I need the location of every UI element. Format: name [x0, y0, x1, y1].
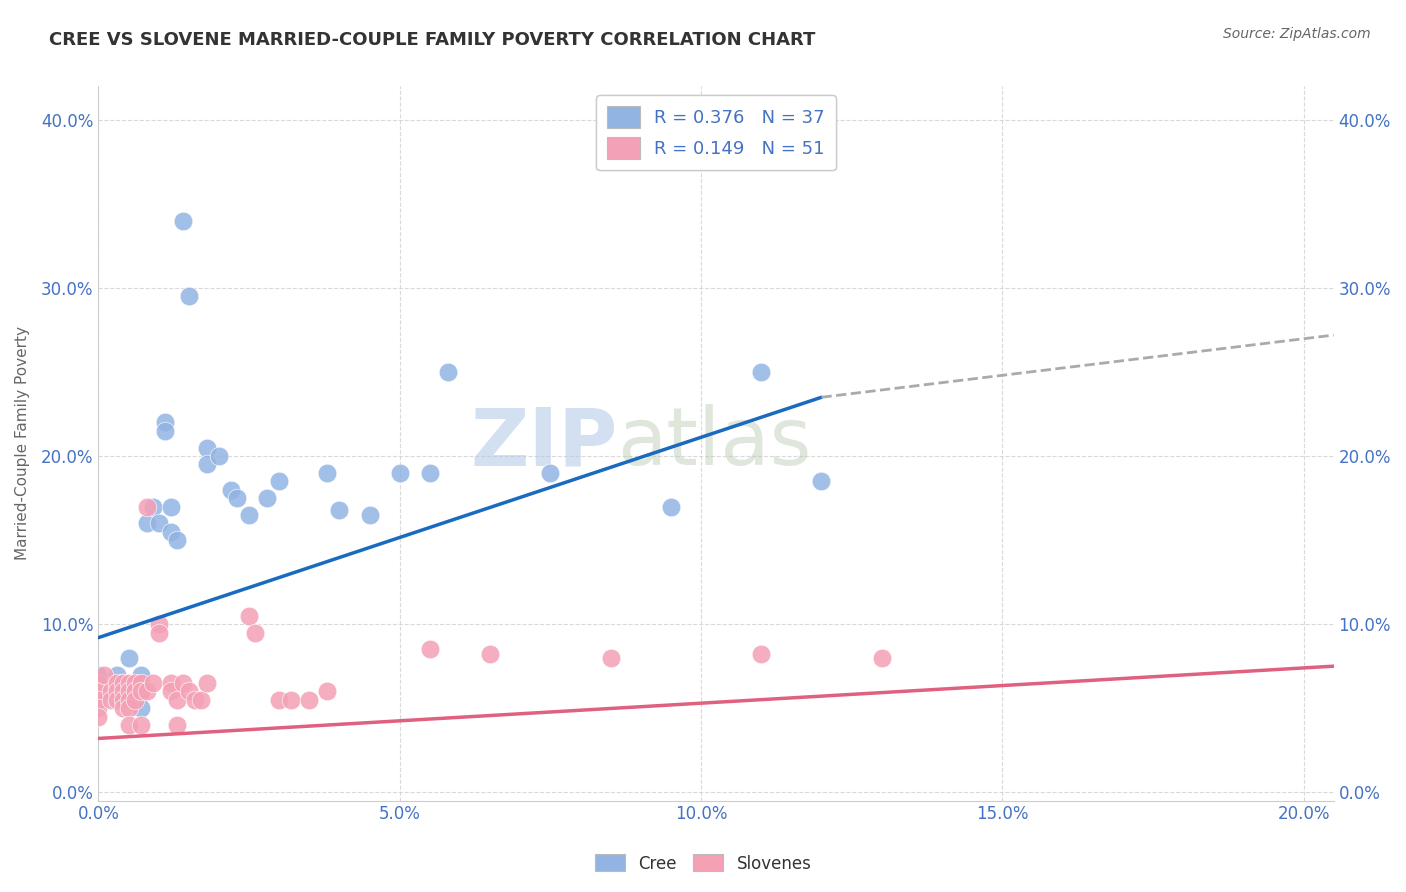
Point [195, 441, 218, 455]
Point [749, 365, 772, 379]
Point [129, 667, 152, 681]
Point [269, 693, 291, 707]
Point [117, 684, 139, 698]
Text: Source: ZipAtlas.com: Source: ZipAtlas.com [1223, 27, 1371, 41]
Point [190, 693, 212, 707]
Point [87, 684, 110, 698]
Point [172, 214, 194, 228]
Point [437, 365, 460, 379]
Point [159, 524, 181, 539]
Point [388, 466, 411, 480]
Point [124, 684, 146, 698]
Point [177, 684, 200, 698]
Point [129, 718, 152, 732]
Point [184, 693, 207, 707]
Legend: R = 0.376   N = 37, R = 0.149   N = 51: R = 0.376 N = 37, R = 0.149 N = 51 [596, 95, 835, 170]
Point [111, 701, 134, 715]
Point [419, 466, 441, 480]
Point [135, 516, 157, 531]
Point [269, 475, 291, 489]
Point [87, 709, 110, 723]
Point [256, 491, 278, 505]
Point [142, 500, 165, 514]
Point [810, 475, 832, 489]
Point [135, 500, 157, 514]
Point [124, 676, 146, 690]
Point [238, 508, 260, 522]
Point [111, 676, 134, 690]
Point [238, 608, 260, 623]
Point [117, 701, 139, 715]
Point [148, 516, 170, 531]
Point [298, 693, 321, 707]
Point [479, 648, 502, 662]
Point [159, 500, 181, 514]
Point [195, 676, 218, 690]
Point [105, 667, 128, 681]
Point [105, 693, 128, 707]
Point [243, 625, 266, 640]
Point [749, 648, 772, 662]
Point [419, 642, 441, 657]
Point [135, 684, 157, 698]
Point [328, 503, 350, 517]
Point [87, 693, 110, 707]
Point [316, 684, 339, 698]
Text: CREE VS SLOVENE MARRIED-COUPLE FAMILY POVERTY CORRELATION CHART: CREE VS SLOVENE MARRIED-COUPLE FAMILY PO… [49, 31, 815, 49]
Point [105, 676, 128, 690]
Point [111, 693, 134, 707]
Point [153, 416, 176, 430]
Point [359, 508, 381, 522]
Point [195, 458, 218, 472]
Y-axis label: Married-Couple Family Poverty: Married-Couple Family Poverty [15, 326, 30, 560]
Point [280, 693, 302, 707]
Point [159, 684, 181, 698]
Point [129, 684, 152, 698]
Point [142, 676, 165, 690]
Point [226, 491, 249, 505]
Point [159, 676, 181, 690]
Point [148, 617, 170, 632]
Point [870, 650, 893, 665]
Point [129, 676, 152, 690]
Point [117, 650, 139, 665]
Point [87, 701, 110, 715]
Point [124, 676, 146, 690]
Point [117, 718, 139, 732]
Point [117, 693, 139, 707]
Point [105, 684, 128, 698]
Text: atlas: atlas [617, 404, 811, 483]
Point [93, 667, 115, 681]
Point [100, 684, 122, 698]
Point [124, 693, 146, 707]
Legend: Cree, Slovenes: Cree, Slovenes [588, 847, 818, 880]
Point [111, 684, 134, 698]
Point [111, 676, 134, 690]
Text: ZIP: ZIP [470, 404, 617, 483]
Point [87, 667, 110, 681]
Point [219, 483, 242, 497]
Point [148, 625, 170, 640]
Point [117, 676, 139, 690]
Point [208, 449, 231, 463]
Point [659, 500, 682, 514]
Point [129, 684, 152, 698]
Point [166, 533, 188, 548]
Point [538, 466, 561, 480]
Point [166, 693, 188, 707]
Point [100, 693, 122, 707]
Point [177, 289, 200, 303]
Point [316, 466, 339, 480]
Point [87, 676, 110, 690]
Point [111, 684, 134, 698]
Point [599, 650, 621, 665]
Point [166, 718, 188, 732]
Point [172, 676, 194, 690]
Point [153, 424, 176, 438]
Point [129, 701, 152, 715]
